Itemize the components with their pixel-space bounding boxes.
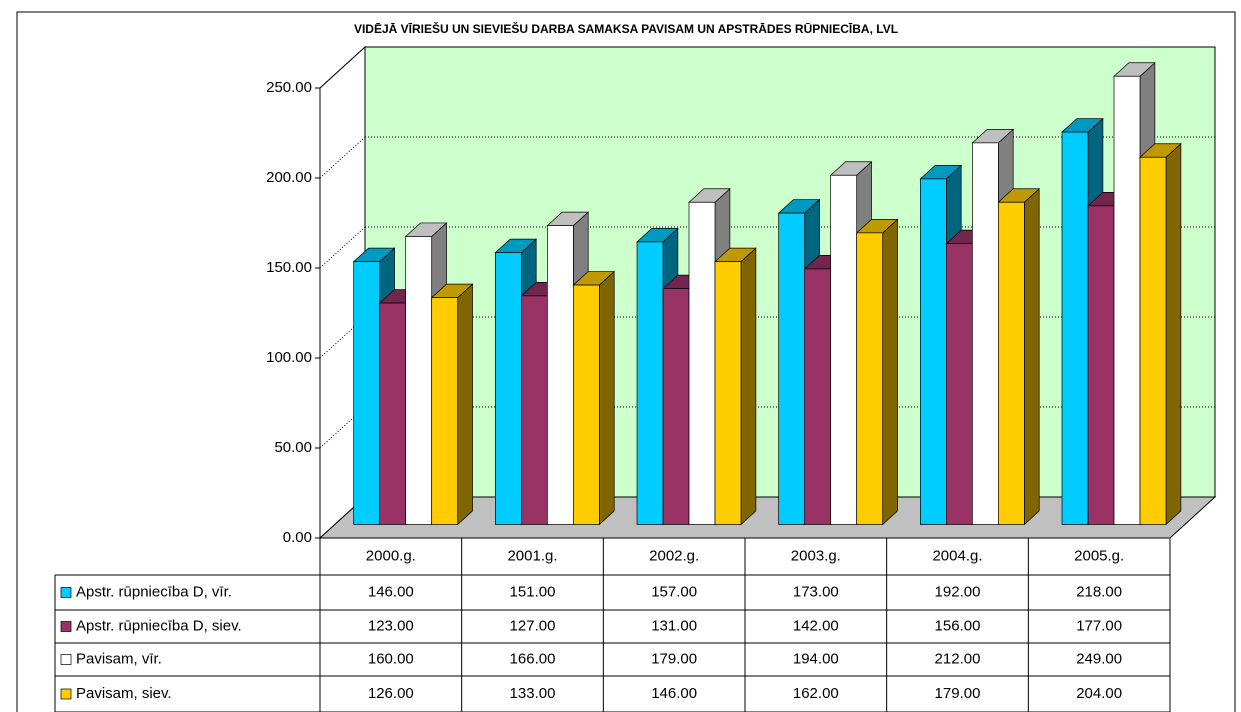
bar [430,283,474,526]
table-value: 173.00 [793,583,839,600]
x-tick-label: 2004.g. [932,547,982,564]
bar [714,247,757,526]
bar-front [495,252,522,525]
bar-front [546,225,574,525]
legend-swatch [60,654,72,665]
table-value: 249.00 [1076,650,1122,667]
y-tick-label: 50.00 [274,439,312,456]
bar-front [919,178,947,525]
bar-front [405,236,433,525]
bar-front [1113,75,1141,525]
bar-front [688,201,716,525]
bar [855,218,899,526]
legend-swatch [60,688,72,700]
table-value: 126.00 [368,685,414,702]
table-value: 123.00 [368,617,414,634]
table-value: 146.00 [651,685,697,702]
legend-label: Pavisam, siev. [76,685,172,702]
bar-side [598,270,615,526]
table-value: 162.00 [793,685,839,702]
x-tick-label: 2002.g. [649,547,699,564]
bar-front [662,288,690,525]
x-tick-label: 2001.g. [507,547,557,564]
bar-front [804,268,832,525]
y-tick-label: 250.00 [266,79,312,96]
grid-line [319,226,366,269]
bar-front [1139,156,1167,525]
legend-swatch [60,621,72,632]
bar-front [945,243,973,525]
grid-line [319,46,366,89]
y-tick-label: 200.00 [266,169,312,186]
bar [572,270,616,526]
bar-front [997,201,1025,525]
grid-line [319,316,366,359]
grid-line [319,136,366,179]
x-tick-label: 2005.g. [1074,547,1124,564]
table-value: 179.00 [651,650,697,667]
table-value: 157.00 [651,583,697,600]
bar-side [457,283,473,526]
table-value: 179.00 [935,685,981,702]
table-value: 151.00 [510,583,556,600]
bar-front [830,174,858,525]
table-value: 204.00 [1076,685,1122,702]
legend-label: Pavisam, vīr. [76,650,162,667]
bar-front [1061,131,1089,525]
x-tick-label: 2003.g. [791,547,841,564]
legend-swatch [60,587,72,598]
bar-front [353,261,381,525]
table-value: 131.00 [651,617,697,634]
table-value: 142.00 [793,617,839,634]
x-tick-label: 2000.g. [366,547,416,564]
y-tick-label: 100.00 [266,349,312,366]
chart-title: VIDĒJĀ VĪRIEŠU UN SIEVIEŠU DARBA SAMAKSA… [354,21,898,36]
table-value: 192.00 [935,583,981,600]
bar-side [1165,142,1182,526]
bar-side [882,218,898,526]
table-value: 177.00 [1076,617,1122,634]
bar-side [740,247,757,526]
bar-front [778,212,806,525]
bar [997,187,1041,526]
y-tick-label: 0.00 [283,529,312,546]
grid-line [319,406,366,449]
bar-front [856,232,884,525]
bar-front [1087,205,1115,525]
table-value: 212.00 [935,650,981,667]
bar-front [572,284,600,525]
bar [1139,142,1182,526]
table-value: 133.00 [510,685,556,702]
table-value: 166.00 [510,650,556,667]
table-value: 146.00 [368,583,414,600]
table-value: 127.00 [510,617,556,634]
bar-front [714,261,742,525]
table-value: 156.00 [935,617,981,634]
bar-front [379,302,407,525]
y-tick-label: 150.00 [266,259,312,276]
bar-front [971,142,999,525]
bar-side [1023,187,1040,526]
table-value: 160.00 [368,650,414,667]
table-value: 194.00 [793,650,839,667]
bar-front [431,297,459,525]
legend-label: Apstr. rūpniecība D, vīr. [76,583,232,600]
legend-label: Apstr. rūpniecība D, siev. [76,617,242,634]
bar-front [520,295,548,525]
bar-front [636,241,664,525]
table-value: 218.00 [1076,583,1122,600]
